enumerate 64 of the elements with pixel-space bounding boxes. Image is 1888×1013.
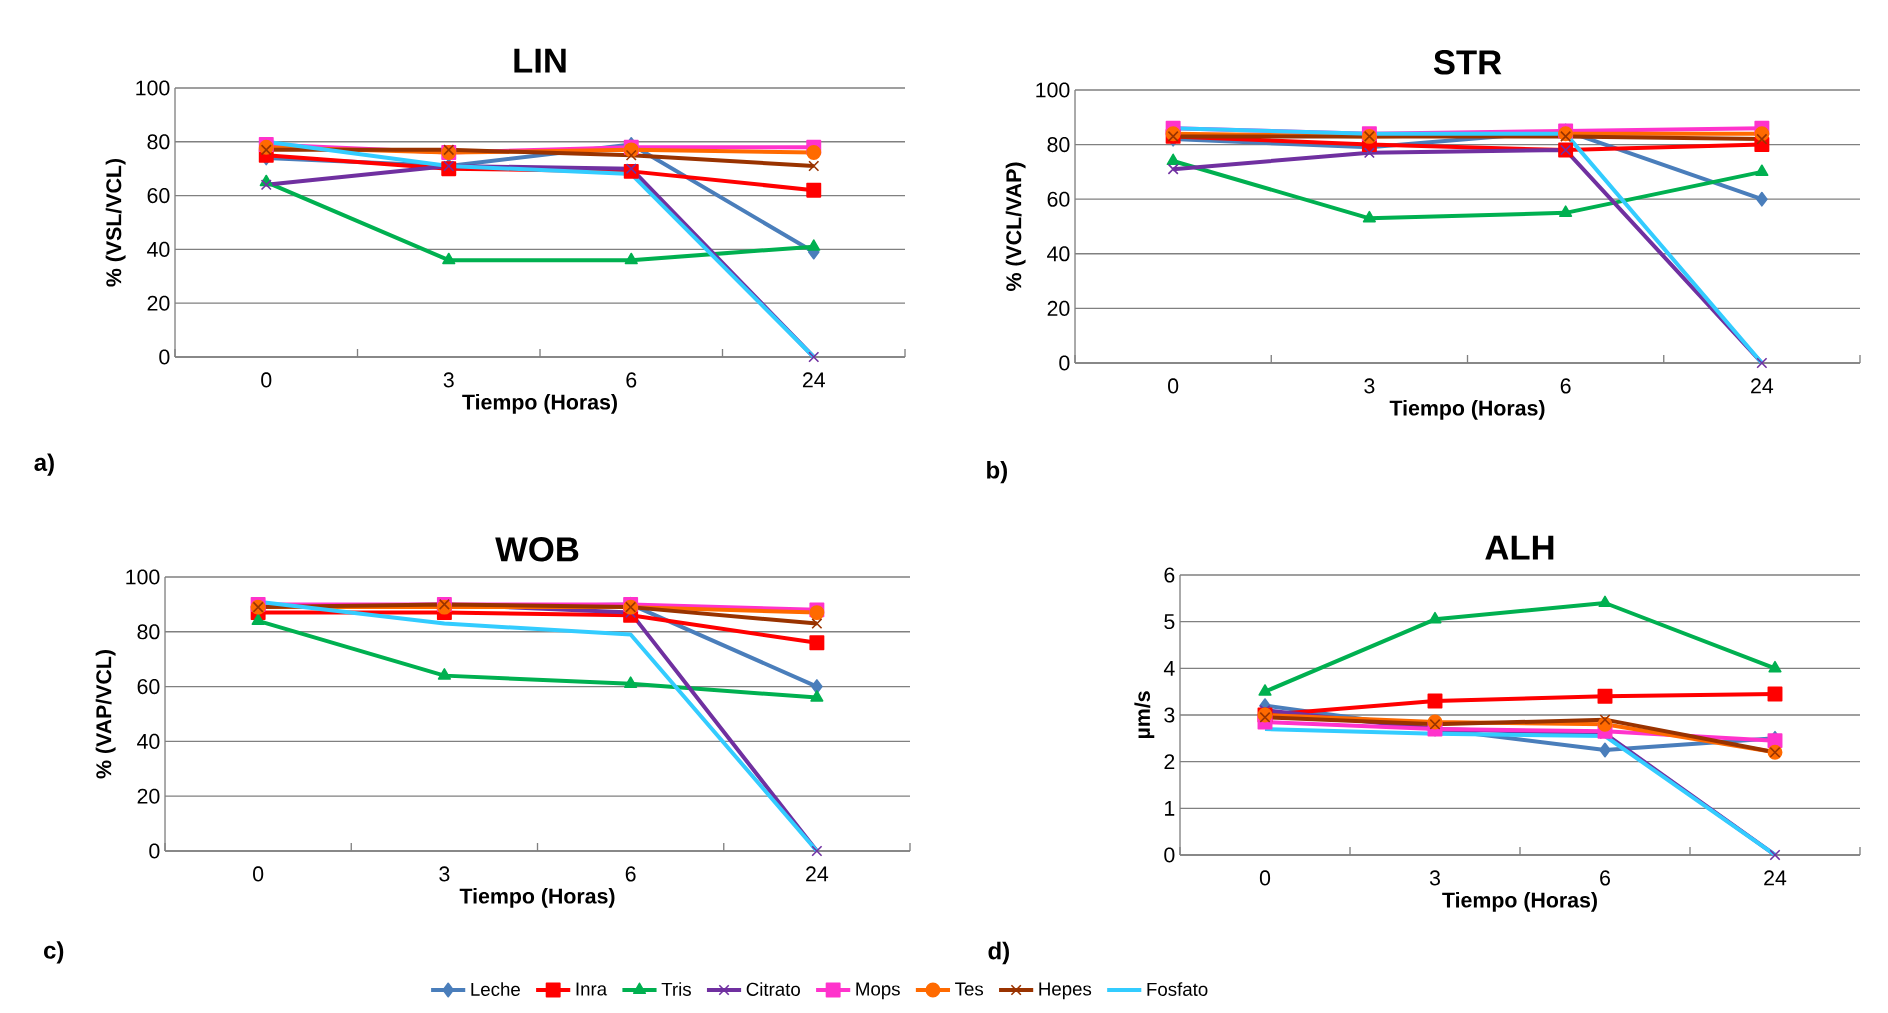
y-axis-title: µm/s (1134, 691, 1155, 739)
x-tick-label: 3 (439, 866, 450, 882)
y-tick-label: 1 (1165, 800, 1175, 816)
legend-label: Inra (576, 982, 608, 996)
x-axis-title: Tiempo (Horas) (1442, 891, 1597, 912)
chart-title: STR (1433, 50, 1502, 75)
y-tick-label: 100 (1036, 82, 1070, 98)
text: c) (44, 941, 64, 964)
y-tick-label: 0 (1164, 847, 1175, 863)
x-axis-title: Tiempo (Horas) (459, 887, 615, 908)
y-tick-label: 100 (136, 80, 170, 96)
y-tick-label: 100 (126, 569, 160, 585)
y-tick-label: 4 (1163, 660, 1175, 676)
chart-title: LIN (514, 48, 566, 73)
y-tick-label: 5 (1164, 614, 1175, 630)
legend-label: Fosfato (1147, 982, 1208, 996)
y-tick-label: 20 (1047, 300, 1070, 316)
y-tick-label: 40 (147, 241, 170, 257)
y-tick-label: 3 (1164, 707, 1175, 723)
legend-label: Tes (955, 982, 984, 996)
x-tick-label: 24 (1751, 378, 1774, 394)
legend-label: Hepes (1039, 982, 1092, 1000)
y-tick-label: 6 (1164, 567, 1175, 583)
legend-label: Citrato (746, 982, 800, 996)
y-axis-title: % (VCL/VAP) (1005, 162, 1026, 291)
x-tick-label: 24 (802, 372, 825, 388)
y-tick-label: 80 (1047, 137, 1070, 153)
y-tick-label: 2 (1164, 754, 1175, 770)
legend-label: Mops (856, 982, 900, 1000)
legend-label: Tris (661, 982, 691, 996)
y-tick-label: 60 (1047, 191, 1070, 207)
text: a) (34, 453, 54, 476)
x-tick-label: 24 (806, 866, 829, 882)
chart-title: ALH (1485, 535, 1554, 560)
text: d) (988, 941, 1009, 965)
legend-label: Leche (471, 982, 520, 996)
x-tick-label: 6 (1560, 378, 1571, 394)
y-tick-label: 60 (137, 679, 160, 695)
x-tick-label: 0 (253, 866, 264, 882)
y-axis-title: % (VAP/VCL) (95, 650, 116, 779)
y-axis-title: % (VSL/VCL) (105, 158, 126, 287)
y-tick-label: 20 (137, 788, 160, 804)
y-tick-label: 0 (1059, 355, 1070, 371)
x-tick-label: 24 (1764, 870, 1787, 886)
x-tick-label: 6 (625, 866, 636, 882)
x-axis-title: Tiempo (Horas) (462, 393, 617, 414)
x-tick-label: 3 (1429, 870, 1440, 886)
y-tick-label: 40 (137, 733, 160, 749)
y-tick-label: 80 (147, 134, 170, 150)
y-tick-label: 80 (137, 624, 160, 640)
text: b) (987, 460, 1007, 484)
chart-title: WOB (495, 537, 579, 562)
x-tick-label: 0 (1259, 870, 1271, 886)
y-tick-label: 0 (149, 843, 160, 859)
y-tick-label: 20 (147, 295, 170, 311)
x-tick-label: 3 (1364, 378, 1375, 394)
x-axis-title: Tiempo (Horas) (1389, 399, 1545, 420)
y-tick-label: 0 (159, 349, 170, 365)
y-tick-label: 60 (147, 188, 170, 204)
x-tick-label: 0 (261, 372, 272, 388)
x-tick-label: 6 (626, 372, 637, 388)
x-tick-label: 3 (443, 372, 454, 388)
x-tick-label: 6 (1600, 870, 1610, 886)
y-tick-label: 40 (1047, 246, 1070, 262)
